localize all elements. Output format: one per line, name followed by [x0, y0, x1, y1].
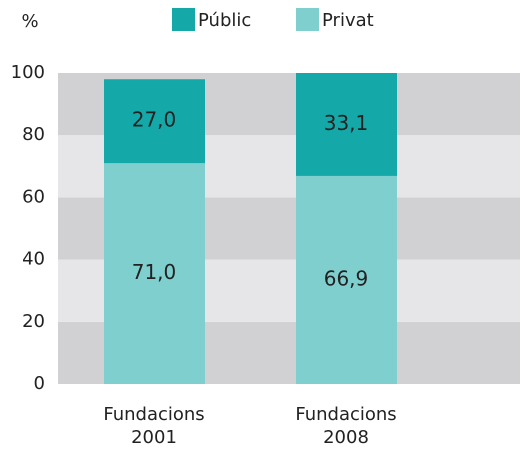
- y-tick-label: 60: [22, 186, 45, 207]
- bar-segment: [104, 79, 205, 164]
- x-tick-label-line: 2001: [131, 427, 177, 448]
- x-tick-label: Fundacions 2008: [295, 404, 396, 448]
- value-label: 33,1: [324, 111, 369, 135]
- y-tick-label: 40: [22, 249, 45, 270]
- y-tick-label: 100: [11, 62, 45, 83]
- value-label: 27,0: [132, 108, 177, 132]
- x-tick-label-line: 2008: [323, 427, 369, 448]
- legend-swatch: [172, 8, 195, 31]
- bar-segment: [296, 73, 397, 176]
- y-tick-label: 80: [22, 124, 45, 145]
- value-label: 66,9: [324, 266, 369, 290]
- legend-label: Privat: [322, 10, 374, 31]
- bar-segment: [296, 175, 397, 384]
- y-tick-label: 0: [34, 373, 45, 394]
- bar-segment: [104, 163, 205, 384]
- y-axis-label: %: [21, 11, 38, 32]
- x-tick-label-line: Fundacions: [103, 404, 204, 425]
- legend-swatch: [296, 8, 319, 31]
- x-tick-label-line: Fundacions: [295, 404, 396, 425]
- y-tick-label: 20: [22, 311, 45, 332]
- legend-label: Públic: [198, 10, 251, 31]
- value-label: 71,0: [132, 260, 177, 284]
- x-tick-label: Fundacions 2001: [103, 404, 204, 448]
